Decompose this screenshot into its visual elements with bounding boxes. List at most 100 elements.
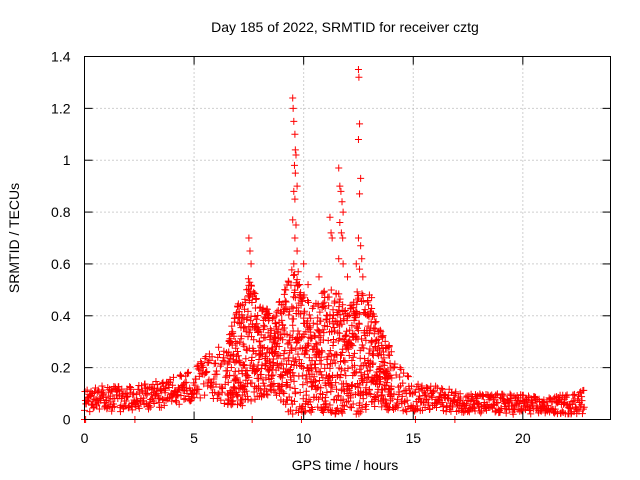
y-tick-labels: 0 0.2 0.4 0.6 0.8 1 1.2 1.4	[51, 49, 71, 428]
data-point	[250, 336, 258, 344]
data-point	[359, 273, 367, 281]
data-point	[395, 388, 403, 396]
data-point	[248, 353, 256, 361]
data-point	[244, 307, 252, 315]
data-point	[128, 406, 136, 414]
data-point	[269, 314, 277, 322]
data-point	[294, 327, 302, 335]
data-point	[323, 361, 331, 369]
data-point	[242, 387, 250, 395]
data-point	[460, 408, 468, 416]
data-point	[162, 384, 170, 392]
data-point	[286, 383, 294, 391]
data-point	[292, 151, 300, 159]
data-point	[518, 407, 526, 415]
data-point	[326, 347, 334, 355]
data-point	[242, 346, 250, 354]
data-point	[326, 213, 334, 221]
data-point	[315, 273, 323, 281]
data-point	[324, 337, 332, 345]
data-point	[303, 371, 311, 379]
data-point	[368, 338, 376, 346]
data-point	[320, 329, 328, 337]
data-point	[370, 312, 378, 320]
data-point	[144, 385, 152, 393]
data-point	[293, 304, 301, 312]
data-point	[255, 347, 263, 355]
data-point	[340, 337, 348, 345]
data-point	[317, 332, 325, 340]
plot-frame	[84, 56, 611, 420]
data-point	[411, 388, 419, 396]
data-point	[340, 402, 348, 410]
data-point	[338, 198, 346, 206]
data-point	[344, 364, 352, 372]
data-point	[229, 397, 237, 405]
data-point	[387, 348, 395, 356]
data-point	[321, 304, 329, 312]
data-point	[338, 320, 346, 328]
data-point	[355, 310, 363, 318]
data-point	[282, 286, 290, 294]
data-point	[519, 391, 527, 399]
data-point	[100, 390, 108, 398]
data-point	[234, 352, 242, 360]
data-point	[347, 382, 355, 390]
data-point	[452, 388, 460, 396]
data-point	[202, 352, 210, 360]
y-axis-label: SRMTID / TECUs	[6, 183, 22, 293]
data-point	[318, 348, 326, 356]
data-point	[194, 365, 202, 373]
data-point	[208, 353, 216, 361]
data-point	[394, 404, 402, 412]
data-point	[332, 350, 340, 358]
y-tick-label: 0	[63, 412, 71, 428]
data-point	[291, 234, 299, 242]
data-point	[421, 389, 429, 397]
data-point	[181, 395, 189, 403]
data-point	[177, 392, 185, 400]
data-point	[522, 402, 530, 410]
data-point	[510, 405, 518, 413]
data-point	[291, 195, 299, 203]
data-point	[293, 182, 301, 190]
y-tick-label: 0.2	[51, 360, 71, 376]
data-point	[247, 397, 255, 405]
data-point	[343, 327, 351, 335]
data-point	[575, 392, 583, 400]
data-point	[246, 326, 254, 334]
data-point	[388, 374, 396, 382]
data-point	[336, 295, 344, 303]
data-point	[239, 381, 247, 389]
data-point	[158, 387, 166, 395]
data-point	[315, 377, 323, 385]
data-point	[318, 303, 326, 311]
data-point	[385, 373, 393, 381]
data-point	[254, 312, 262, 320]
data-point	[425, 399, 433, 407]
data-point	[243, 286, 251, 294]
data-point	[282, 400, 290, 408]
data-point	[292, 221, 300, 229]
data-point	[323, 388, 331, 396]
data-point	[304, 298, 312, 306]
data-point	[365, 301, 373, 309]
data-point	[192, 375, 200, 383]
data-point	[216, 351, 224, 359]
data-point	[313, 341, 321, 349]
data-point	[356, 265, 364, 273]
data-point	[293, 276, 301, 284]
data-point	[230, 332, 238, 340]
data-point	[107, 386, 115, 394]
data-point	[308, 383, 316, 391]
data-point	[337, 365, 345, 373]
data-point	[333, 385, 341, 393]
data-point	[233, 401, 241, 409]
data-point	[116, 408, 124, 416]
data-point	[217, 360, 225, 368]
data-point	[291, 169, 299, 177]
data-point	[253, 366, 261, 374]
y-tick-label: 1.2	[51, 100, 71, 116]
data-point	[242, 355, 250, 363]
data-point	[316, 357, 324, 365]
